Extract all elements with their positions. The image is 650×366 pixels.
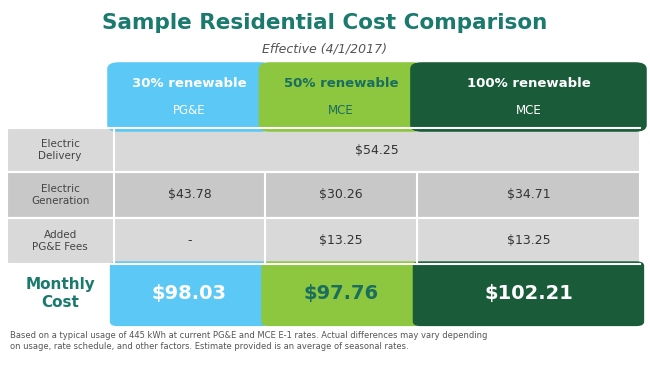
Text: 100% renewable: 100% renewable — [467, 76, 590, 90]
FancyBboxPatch shape — [110, 261, 269, 326]
Text: $34.71: $34.71 — [506, 188, 551, 201]
FancyBboxPatch shape — [261, 261, 421, 326]
Text: $30.26: $30.26 — [319, 188, 363, 201]
Text: $102.21: $102.21 — [484, 284, 573, 303]
FancyBboxPatch shape — [107, 62, 272, 132]
Text: Electric: Electric — [41, 139, 79, 149]
Text: Sample Residential Cost Comparison: Sample Residential Cost Comparison — [103, 13, 547, 33]
Text: $54.25: $54.25 — [355, 143, 399, 157]
Text: PG&E Fees: PG&E Fees — [32, 242, 88, 251]
FancyBboxPatch shape — [410, 62, 647, 132]
Text: $43.78: $43.78 — [168, 188, 211, 201]
Text: $13.25: $13.25 — [506, 234, 551, 247]
Bar — [6, 128, 640, 172]
Bar — [6, 264, 114, 324]
Bar — [6, 172, 640, 218]
Text: Cost: Cost — [41, 295, 79, 310]
FancyBboxPatch shape — [413, 261, 644, 326]
Text: MCE: MCE — [328, 104, 354, 117]
Text: Electric: Electric — [41, 184, 79, 194]
Text: $98.03: $98.03 — [152, 284, 227, 303]
Text: $97.76: $97.76 — [304, 284, 378, 303]
Text: 50% renewable: 50% renewable — [283, 76, 398, 90]
Text: -: - — [187, 234, 192, 247]
Text: Monthly: Monthly — [25, 277, 95, 292]
Text: Generation: Generation — [31, 196, 89, 206]
Text: MCE: MCE — [515, 104, 541, 117]
Text: 30% renewable: 30% renewable — [132, 76, 247, 90]
Text: Effective (4/1/2017): Effective (4/1/2017) — [263, 42, 387, 55]
Text: PG&E: PG&E — [173, 104, 206, 117]
Bar — [6, 218, 640, 264]
FancyBboxPatch shape — [259, 62, 423, 132]
Text: Added: Added — [44, 230, 77, 240]
Text: Based on a typical usage of 445 kWh at current PG&E and MCE E-1 rates. Actual di: Based on a typical usage of 445 kWh at c… — [10, 331, 487, 351]
Text: $13.25: $13.25 — [319, 234, 363, 247]
Text: Delivery: Delivery — [38, 151, 82, 161]
